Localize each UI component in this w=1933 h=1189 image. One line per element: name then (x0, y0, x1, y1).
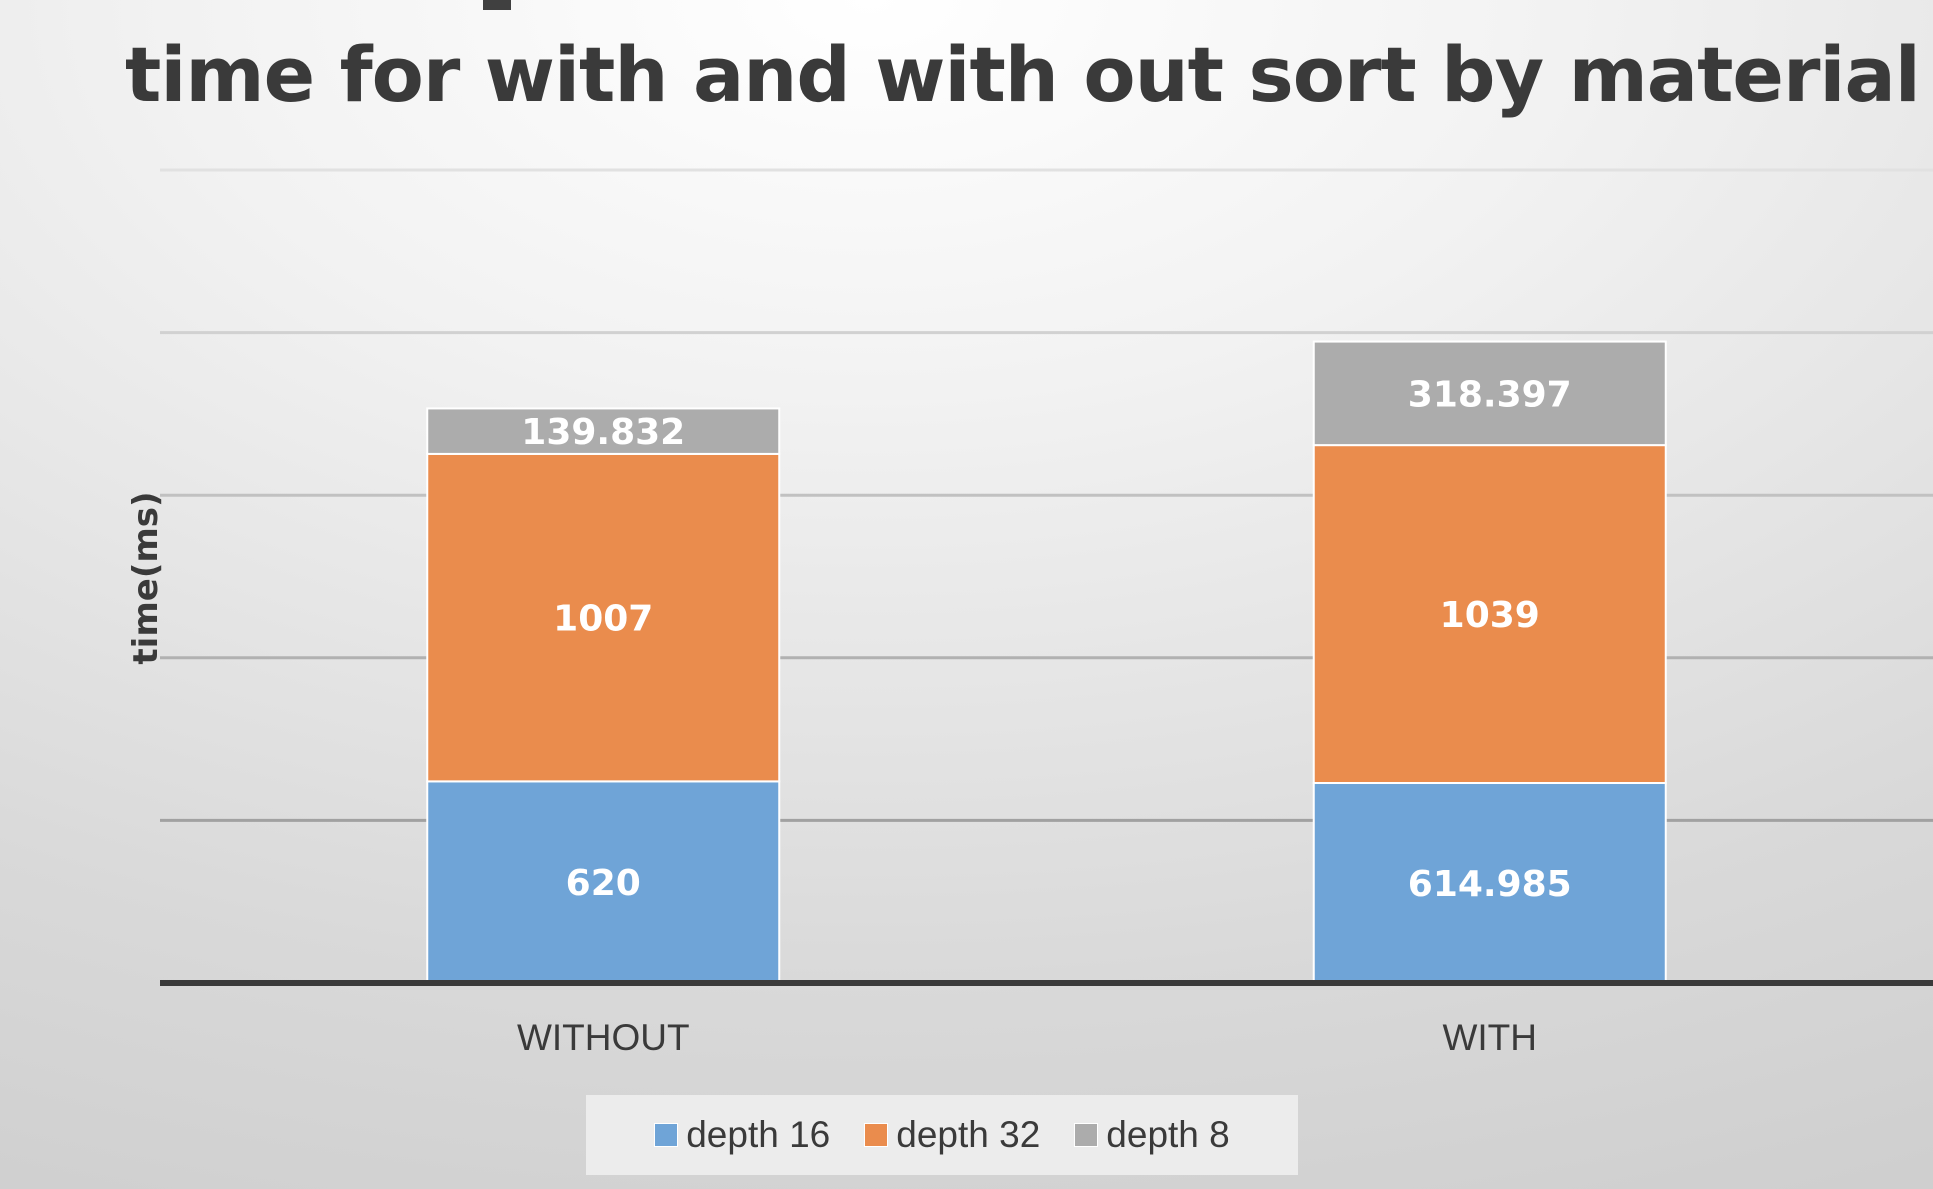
bar-segment-depth-16-with (1312, 782, 1667, 985)
x-tick-label: WITH (1442, 1017, 1537, 1058)
legend-label: depth 32 (896, 1114, 1041, 1155)
legend-item-depth-32: depth 32 (864, 1114, 1040, 1156)
bar-segment-depth-32-without (426, 452, 781, 783)
legend: depth 16 depth 32 depth 8 (586, 1095, 1298, 1175)
bar-segment-depth-8-without (426, 407, 781, 455)
data-label: 614.985 (1408, 864, 1572, 905)
legend-swatch (654, 1123, 679, 1147)
data-label: 620 (566, 863, 641, 904)
data-label: 1039 (1440, 595, 1540, 636)
chart-title: time for with and with out sort by mater… (125, 30, 1921, 119)
bar-segment-depth-32-with (1312, 444, 1667, 785)
legend-swatch (864, 1123, 889, 1147)
legend-swatch (1074, 1123, 1099, 1147)
legend-item-depth-8: depth 8 (1074, 1114, 1230, 1156)
legend-item-depth-16: depth 16 (654, 1114, 830, 1156)
data-label: 318.397 (1408, 374, 1572, 415)
toolbar-marker (483, 0, 511, 10)
x-tick-label: WITHOUT (517, 1017, 690, 1058)
legend-label: depth 8 (1106, 1114, 1230, 1155)
data-label: 139.832 (521, 412, 685, 453)
bar-segment-depth-8-with (1312, 340, 1667, 447)
data-label: 1007 (553, 599, 653, 640)
legend-label: depth 16 (686, 1114, 831, 1155)
